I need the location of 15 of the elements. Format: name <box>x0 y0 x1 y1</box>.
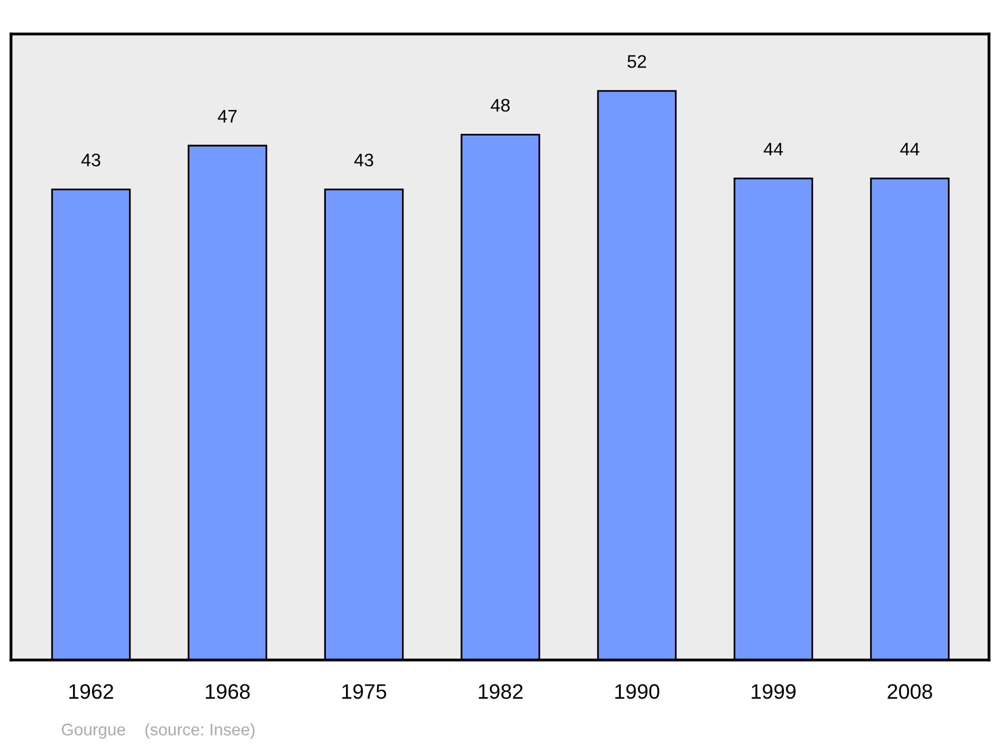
data-label: 43 <box>354 154 374 166</box>
data-label: 48 <box>490 98 510 112</box>
data-label: 52 <box>628 55 646 68</box>
x-tick-label: 2008 <box>888 684 932 699</box>
data-label: 44 <box>900 142 920 156</box>
data-label: 47 <box>218 110 237 122</box>
data-label: 44 <box>764 142 783 156</box>
x-tick-label: 1968 <box>206 684 250 699</box>
x-tick-label: 1990 <box>615 684 660 699</box>
x-tick-label: 1999 <box>752 684 796 699</box>
x-tick-label: 1982 <box>478 684 523 699</box>
x-tick-label: 1962 <box>69 684 114 699</box>
text: Gourgue (source: Insee) <box>62 723 255 739</box>
data-label: 43 <box>81 154 100 166</box>
x-tick-label: 1975 <box>342 684 386 699</box>
